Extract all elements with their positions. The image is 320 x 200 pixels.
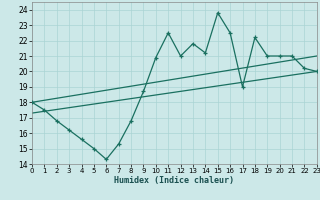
X-axis label: Humidex (Indice chaleur): Humidex (Indice chaleur) — [115, 176, 234, 185]
